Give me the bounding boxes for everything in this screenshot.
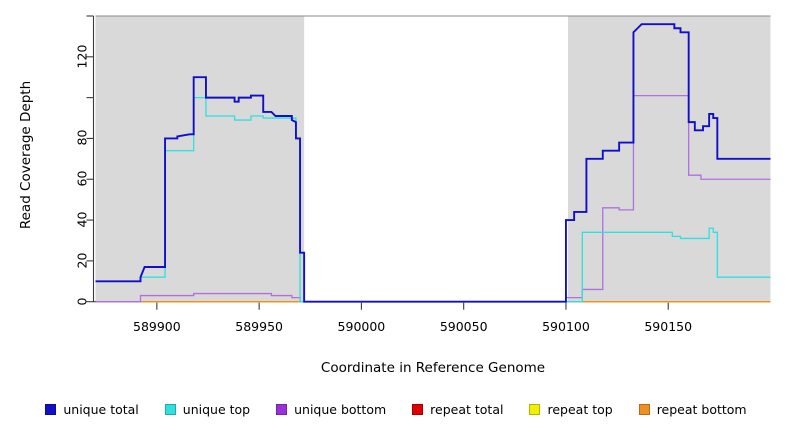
legend-label: repeat bottom [656,401,747,417]
y-tick-label: 0 [74,297,89,306]
square-swatch-icon [164,403,176,415]
square-swatch-icon [412,403,424,415]
x-tick-label: 589900 [133,318,181,334]
legend-label: unique bottom [294,401,387,417]
x-axis-title: Coordinate in Reference Genome [320,360,546,376]
chart-legend: unique total unique top unique bottom repea… [0,396,792,422]
x-tick-label: 590000 [337,318,386,334]
legend-item-unique-bottom[interactable]: unique bottom [276,402,386,417]
legend-item-repeat-total[interactable]: repeat total [412,402,503,417]
legend-label: unique total [63,401,139,417]
series-layer [95,23,771,303]
y-axis-title: Read Coverage Depth [18,80,34,230]
legend-label: repeat top [547,401,613,417]
y-tick-label: 120 [74,44,89,69]
x-tick-label: 590100 [542,318,590,334]
repeat-shading-layer [95,16,771,302]
x-tick-label: 590150 [644,318,693,334]
legend-item-unique-top[interactable]: unique top [164,401,251,417]
legend-label: unique top [182,401,251,417]
series-line-unique-total [95,23,771,303]
legend-item-unique-total[interactable]: unique total [45,401,139,417]
legend-item-repeat-top[interactable]: repeat top [529,401,613,417]
legend-label: repeat total [430,401,504,417]
y-tick-label: 20 [74,252,89,269]
x-tick-label: 590050 [439,318,488,334]
square-swatch-icon [638,403,650,415]
legend-item-repeat-bottom[interactable]: repeat bottom [638,401,747,417]
square-swatch-icon [276,403,288,415]
x-tick-label: 589950 [235,318,283,334]
y-tick-label: 80 [74,129,89,146]
repeat-region-left [95,16,305,302]
y-tick-label: 40 [74,211,89,228]
square-swatch-icon [529,403,541,415]
square-swatch-icon [45,403,57,415]
series-line-unique-top [95,96,771,303]
y-tick-label: 60 [74,170,89,187]
